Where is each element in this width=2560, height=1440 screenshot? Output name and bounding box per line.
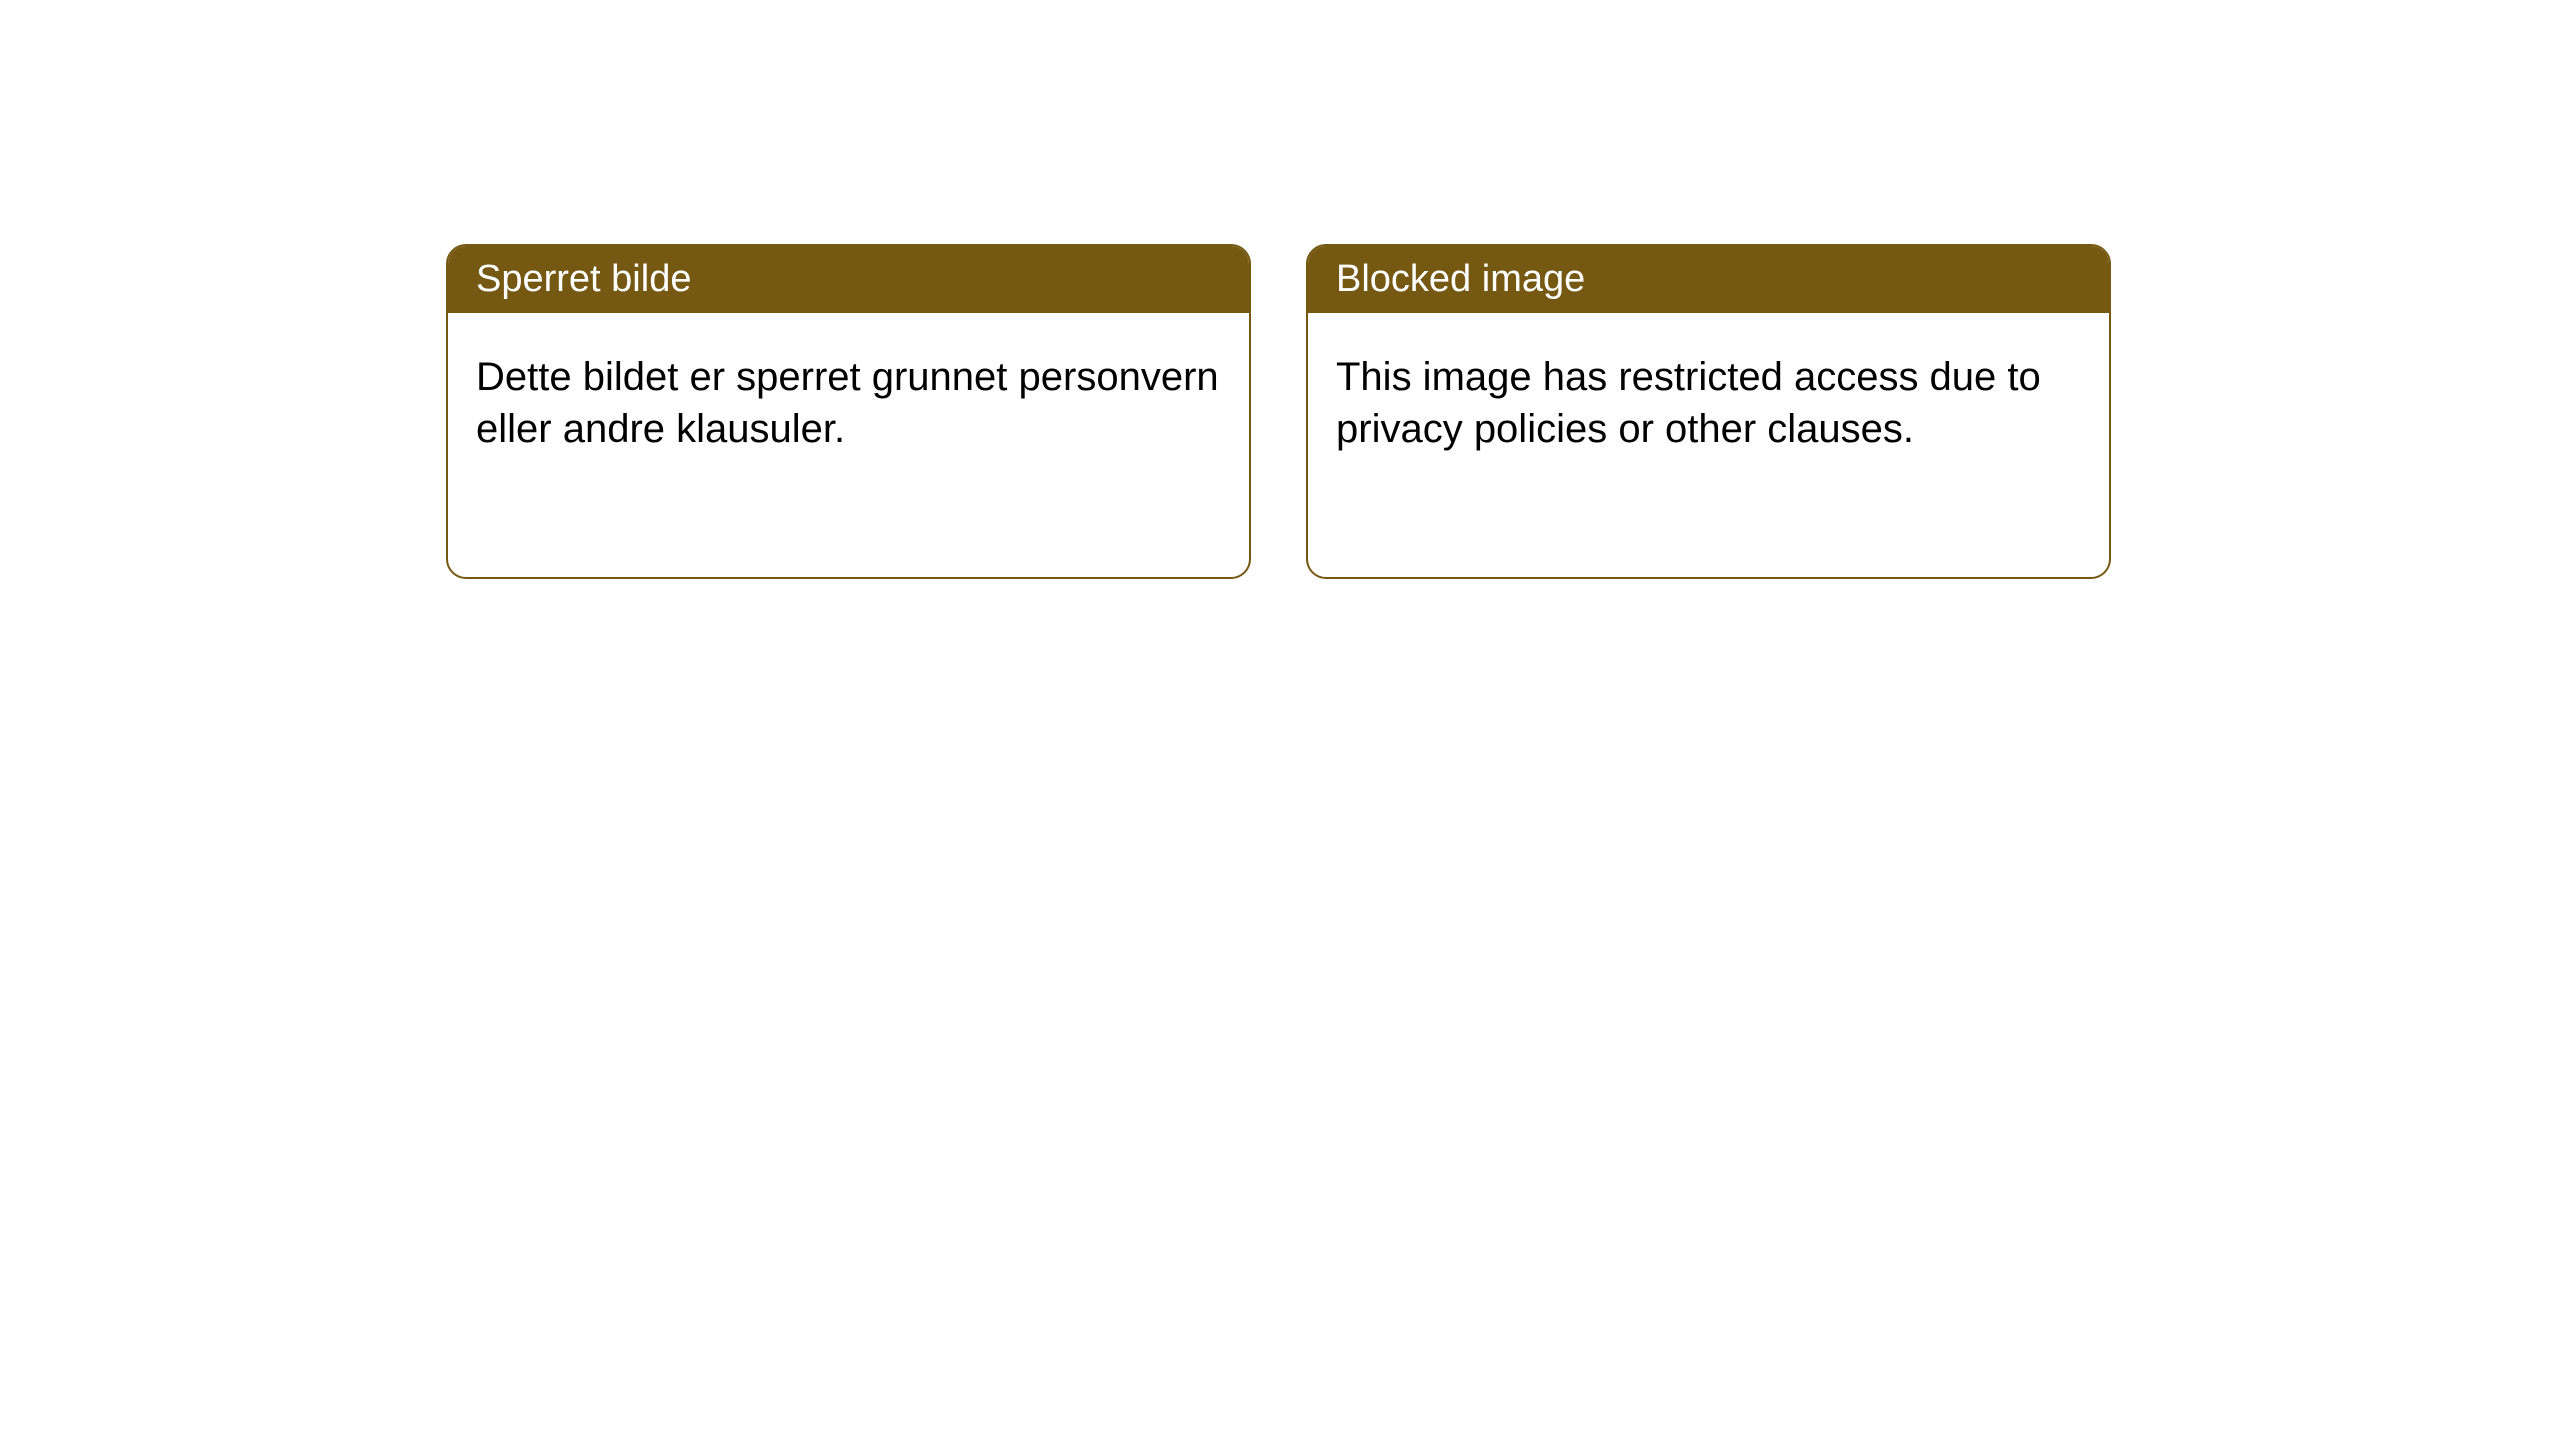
card-body: Dette bildet er sperret grunnet personve… [448,313,1249,493]
card-title: Blocked image [1308,246,2109,313]
blocked-image-card-en: Blocked image This image has restricted … [1306,244,2111,579]
card-body: This image has restricted access due to … [1308,313,2109,493]
blocked-image-card-no: Sperret bilde Dette bildet er sperret gr… [446,244,1251,579]
card-title: Sperret bilde [448,246,1249,313]
cards-container: Sperret bilde Dette bildet er sperret gr… [0,0,2560,579]
